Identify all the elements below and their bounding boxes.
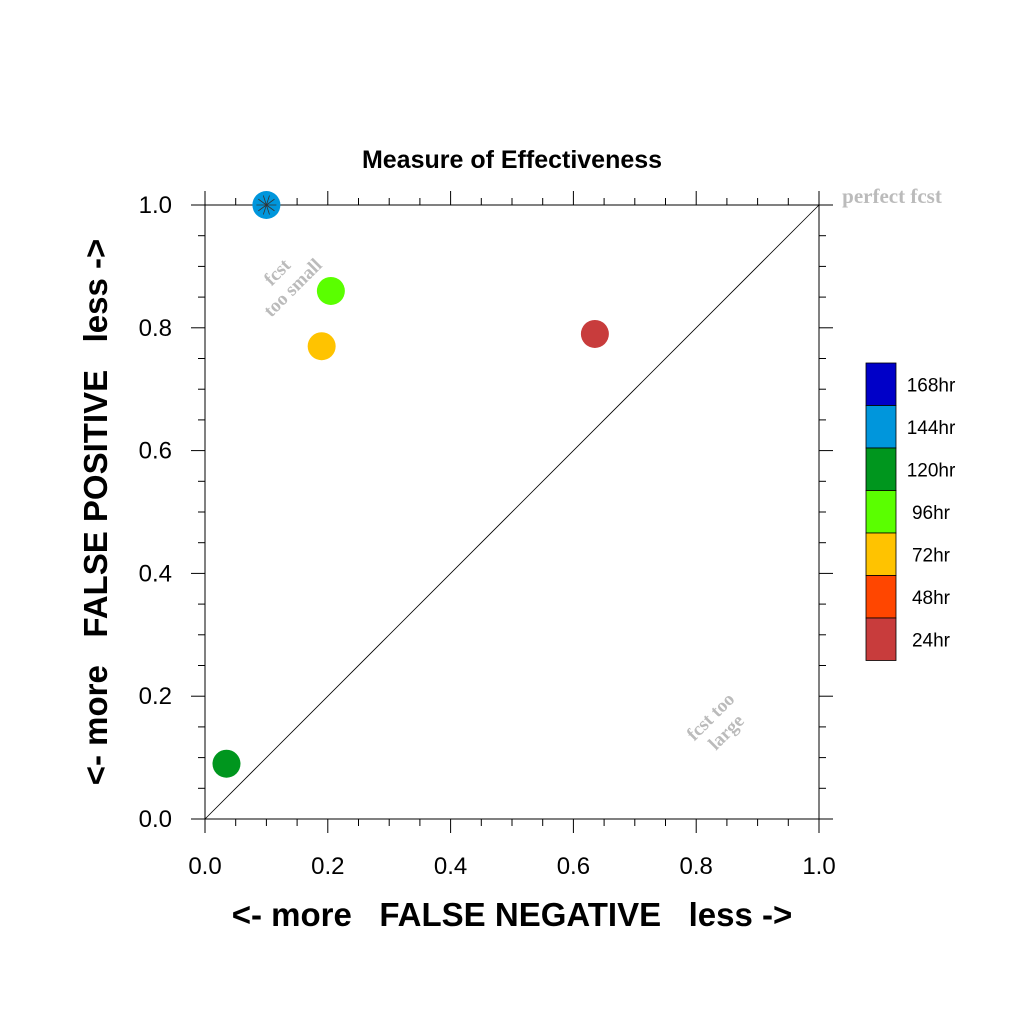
point-24hr: [580, 319, 609, 348]
point-120hr: [212, 749, 241, 778]
legend-label-72hr: 72hr: [912, 545, 951, 566]
legend-label-24hr: 24hr: [912, 630, 951, 651]
too-small-annotation: fcst too small: [260, 255, 327, 322]
legend-swatch-120hr: [865, 447, 897, 491]
legend-swatch-96hr: [865, 490, 897, 534]
legend-label-96hr: 96hr: [912, 503, 951, 524]
legend-swatch-144hr: [865, 405, 897, 449]
point-96hr: [316, 276, 345, 305]
y-tick-label: 0.2: [139, 683, 172, 710]
perfect-forecast-label: perfect fcst: [842, 184, 942, 208]
y-axis-label: <- more FALSE POSITIVE less ->: [77, 239, 114, 786]
x-tick-label: 1.0: [802, 853, 835, 880]
axis-ticks: [191, 191, 833, 833]
legend-label-48hr: 48hr: [912, 588, 951, 609]
y-tick-label: 0.6: [139, 438, 172, 465]
lead-time-legend: 168hr 144hr 120hr 96hr 72hr 48hr 24hr: [865, 362, 956, 661]
legend-swatch-48hr: [865, 575, 897, 619]
x-tick-label: 0.0: [188, 853, 221, 880]
x-axis-label: <- more FALSE NEGATIVE less ->: [232, 896, 793, 933]
x-tick-label: 0.2: [311, 853, 344, 880]
legend-label-144hr: 144hr: [907, 418, 956, 439]
diagonal-line: [204, 204, 820, 820]
legend-label-120hr: 120hr: [907, 460, 956, 481]
legend-label-168hr: 168hr: [907, 375, 956, 396]
x-tick-label: 0.4: [434, 853, 467, 880]
chart-title: Measure of Effectiveness: [362, 146, 662, 174]
y-tick-label: 0.8: [139, 315, 172, 342]
x-tick-label: 0.6: [557, 853, 590, 880]
plot-area: 0.0 0.2 0.4 0.6 0.8 1.0 0.0 0.2 0.4 0.6 0.8 1.0: [139, 191, 836, 880]
star-marker-icon: [256, 195, 277, 215]
too-large-annotation: fcst too large: [683, 689, 749, 755]
point-72hr: [307, 332, 336, 361]
legend-swatch-72hr: [865, 532, 897, 576]
x-tick-label: 0.8: [680, 853, 713, 880]
y-tick-label: 0.0: [139, 806, 172, 833]
legend-swatch-24hr: [865, 617, 897, 661]
y-tick-label: 0.4: [139, 560, 172, 587]
legend-swatch-168hr: [865, 362, 897, 406]
data-points: [212, 191, 609, 778]
y-tick-label: 1.0: [139, 192, 172, 219]
